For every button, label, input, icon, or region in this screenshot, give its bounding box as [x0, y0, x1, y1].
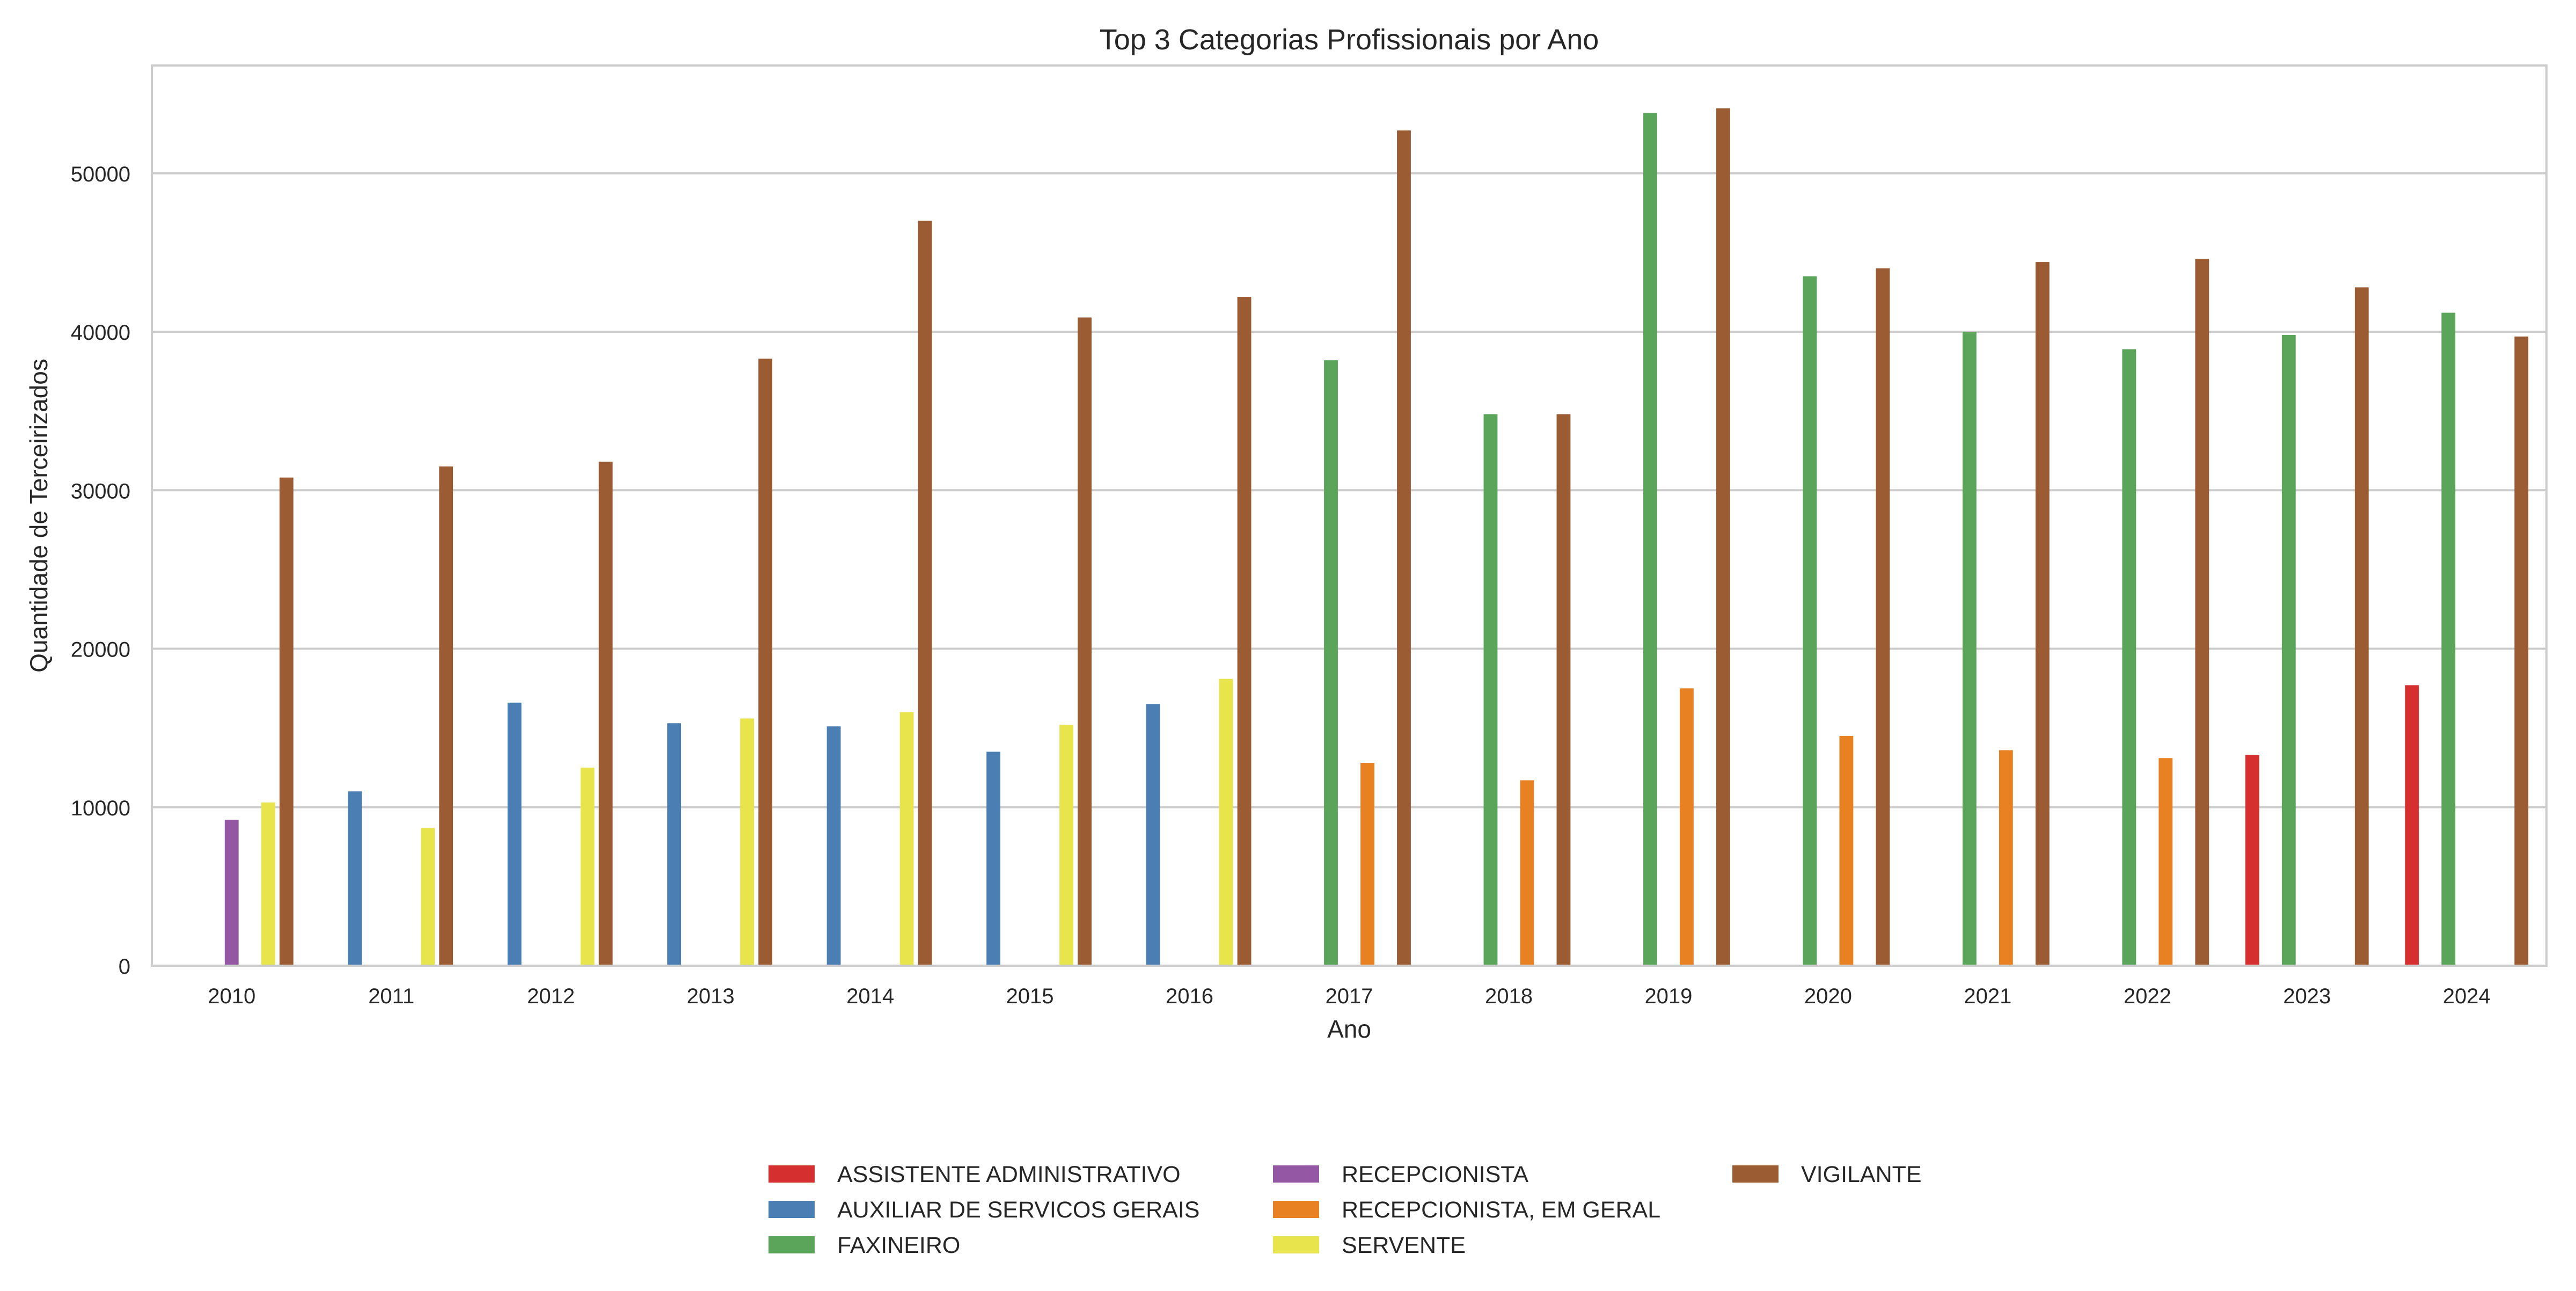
x-tick-label: 2011: [368, 984, 414, 1008]
bar: [1483, 414, 1498, 966]
x-tick-label: 2010: [208, 984, 255, 1008]
bar: [1716, 108, 1730, 966]
bar: [261, 802, 275, 966]
bar: [598, 462, 613, 966]
bar: [2405, 685, 2419, 966]
legend-label: AUXILIAR DE SERVICOS GERAIS: [837, 1197, 1199, 1223]
legend-label: RECEPCIONISTA, EM GERAL: [1342, 1197, 1660, 1223]
bar: [348, 791, 362, 966]
x-tick-label: 2024: [2443, 984, 2491, 1008]
bar: [1059, 725, 1073, 966]
legend-label: FAXINEIRO: [837, 1232, 960, 1258]
legend-label: VIGILANTE: [1801, 1162, 1922, 1187]
bar: [1397, 130, 1411, 966]
bar: [2035, 262, 2050, 966]
x-tick-label: 2019: [1644, 984, 1692, 1008]
bar: [421, 828, 435, 966]
bar: [1556, 414, 1571, 966]
y-axis-label: Quantidade de Terceirizados: [25, 359, 53, 673]
legend-swatch: [769, 1236, 815, 1253]
x-tick-label: 2021: [1964, 984, 2011, 1008]
bar: [1680, 688, 1694, 966]
bar: [1839, 735, 1854, 966]
legend-swatch: [769, 1165, 815, 1183]
y-tick-label: 40000: [71, 321, 130, 345]
bar: [1876, 268, 1890, 966]
bar: [2354, 287, 2369, 966]
bar: [2158, 758, 2173, 966]
y-tick-label: 20000: [71, 638, 130, 662]
y-tick-label: 50000: [71, 163, 130, 186]
x-tick-label: 2013: [687, 984, 735, 1008]
bar: [1360, 763, 1374, 966]
bar: [2281, 334, 2296, 966]
bar: [2245, 755, 2259, 966]
x-tick-label: 2018: [1485, 984, 1533, 1008]
y-tick-label: 0: [119, 955, 130, 979]
bar: [507, 702, 522, 966]
y-tick-label: 10000: [71, 797, 130, 820]
bar: [2441, 312, 2456, 966]
y-axis-ticks: 0 10000 20000 30000 40000 50000: [71, 163, 130, 979]
bar: [1803, 276, 1817, 966]
legend-label: RECEPCIONISTA: [1342, 1162, 1528, 1187]
x-tick-label: 2017: [1326, 984, 1373, 1008]
bar: [224, 820, 239, 966]
x-axis-ticks: 2010 2011 2012 2013 2014 2015 2016 2017 2018 2019…: [208, 984, 2491, 1008]
legend-swatch: [1273, 1165, 1319, 1183]
y-tick-label: 30000: [71, 479, 130, 503]
chart-title: Top 3 Categorias Profissionais por Ano: [1100, 24, 1599, 56]
legend-swatch: [769, 1201, 815, 1218]
bar: [1237, 297, 1252, 966]
bar: [1520, 780, 1534, 966]
x-tick-label: 2023: [2283, 984, 2331, 1008]
legend-swatch: [1273, 1236, 1319, 1253]
legend: ASSISTENTE ADMINISTRATIVO AUXILIAR DE SER…: [769, 1162, 1922, 1258]
bar: [2122, 349, 2136, 966]
legend-swatch: [1273, 1201, 1319, 1218]
bar: [580, 767, 595, 966]
x-tick-label: 2022: [2124, 984, 2171, 1008]
bar: [1962, 332, 1977, 966]
bar: [1146, 704, 1160, 966]
x-tick-label: 2015: [1006, 984, 1054, 1008]
bar: [279, 477, 294, 966]
bar: [986, 752, 1000, 966]
plot-frame: [151, 64, 2548, 967]
x-axis-label: Ano: [1327, 1015, 1371, 1043]
bars-layer: [224, 108, 2529, 966]
bar: [740, 718, 755, 966]
x-tick-label: 2014: [846, 984, 894, 1008]
x-tick-label: 2012: [527, 984, 575, 1008]
legend-label: ASSISTENTE ADMINISTRATIVO: [837, 1162, 1181, 1187]
bar: [439, 466, 453, 966]
bar: [1643, 113, 1657, 966]
bar: [918, 221, 932, 966]
legend-swatch: [1732, 1165, 1779, 1183]
bar: [899, 712, 914, 966]
bar: [1324, 360, 1338, 966]
bar: [667, 723, 682, 966]
bar: [2514, 336, 2529, 966]
bar: [758, 359, 773, 966]
legend-label: SERVENTE: [1342, 1232, 1466, 1258]
x-tick-label: 2020: [1804, 984, 1852, 1008]
bar: [1078, 317, 1092, 966]
bar: [826, 726, 841, 966]
x-tick-label: 2016: [1166, 984, 1213, 1008]
bar: [1219, 679, 1233, 966]
bar: [2195, 259, 2209, 966]
bar: [1999, 750, 2013, 966]
